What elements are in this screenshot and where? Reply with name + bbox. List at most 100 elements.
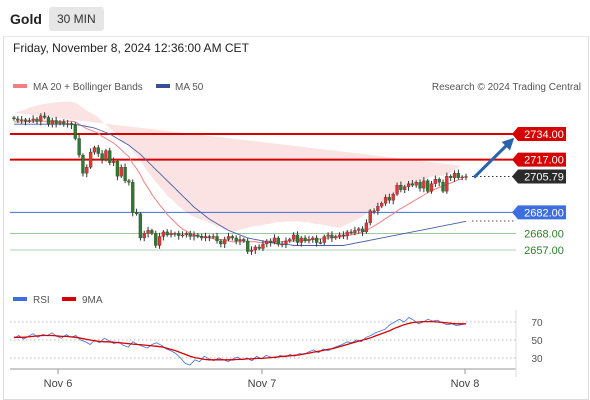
candle-body: [154, 233, 158, 246]
candle-body: [387, 197, 392, 201]
candle-body: [360, 228, 365, 233]
timeframe-button[interactable]: 30 MIN: [49, 7, 104, 31]
candle-body: [307, 239, 311, 242]
candle-body: [31, 118, 35, 121]
candle-body: [280, 243, 284, 246]
candle-body: [445, 176, 449, 192]
candle-body: [246, 240, 250, 252]
x-tick-label: Nov 8: [451, 378, 480, 390]
candle-body: [322, 236, 326, 243]
candle-body: [326, 234, 330, 237]
candle-body: [85, 166, 89, 174]
candle-body: [395, 185, 399, 195]
candle-body: [391, 194, 395, 201]
candle-body: [456, 173, 460, 178]
rsi-legend: RSI 9MA: [13, 295, 103, 306]
candle-body: [96, 147, 100, 154]
candle-body: [399, 185, 403, 190]
candle-body: [380, 203, 384, 207]
projection-arrow: [472, 137, 515, 179]
candle-body: [108, 150, 112, 163]
moving-average-layer: [14, 120, 467, 246]
candle-body: [16, 118, 20, 121]
candle-body: [429, 183, 434, 192]
candle-body: [12, 117, 16, 120]
chart-datetime: Friday, November 8, 2024 12:36:00 AM CET: [13, 41, 249, 55]
candle-body: [238, 239, 242, 242]
candle-body: [426, 180, 430, 192]
x-axis: Nov 6 Nov 7 Nov 8: [44, 369, 480, 390]
level-tag-bg-2717-00: [512, 152, 566, 167]
rsi-tick-30: 30: [531, 354, 543, 365]
candle-body: [318, 242, 323, 244]
candle-body: [150, 230, 154, 234]
candle-body: [50, 120, 54, 125]
level-tag-bg-2682-00: [512, 205, 566, 220]
candle-body: [418, 182, 422, 189]
candle-body: [188, 233, 192, 237]
candle-body: [127, 180, 131, 183]
candle-body: [200, 236, 204, 239]
candle-body: [138, 213, 143, 239]
candle-body: [452, 173, 457, 178]
ma50-legend-label: MA 50: [175, 82, 204, 93]
level-labels-layer: 2734.00 2717.00 2705.79 2682.00 2668.00 2657.…: [512, 127, 566, 257]
candle-body: [100, 153, 104, 160]
x-tick-label: Nov 7: [248, 378, 277, 390]
candle-body: [157, 236, 162, 246]
candle-body: [437, 179, 441, 183]
candle-body: [169, 233, 173, 236]
candle-body: [184, 233, 189, 236]
candle-body: [265, 240, 269, 245]
level-label-2668-00: 2668.00: [524, 228, 564, 240]
candle-body: [177, 233, 181, 236]
candle-body: [203, 236, 208, 239]
candle-body: [192, 234, 196, 237]
candle-body: [261, 243, 265, 249]
candle-body: [42, 115, 47, 118]
level-label-2717-00: 2717.00: [524, 155, 564, 167]
candle-body: [372, 210, 376, 212]
candle-body: [165, 231, 169, 236]
candle-body: [303, 237, 307, 242]
level-label-2734-00: 2734.00: [524, 129, 564, 141]
candle-body: [215, 236, 219, 242]
candle-body: [234, 237, 238, 242]
candle-body: [268, 240, 273, 243]
candle-body: [115, 160, 120, 177]
candle-body: [73, 124, 77, 139]
ma50-line: [14, 123, 467, 246]
candle-body: [226, 236, 231, 240]
candle-body: [81, 154, 85, 174]
candle-body: [334, 236, 338, 239]
candle-body: [464, 176, 468, 178]
candle-body: [23, 119, 28, 122]
candle-body: [410, 183, 415, 186]
candle-body: [345, 231, 349, 236]
top-bar: Gold 30 MIN: [0, 0, 590, 36]
candle-body: [414, 182, 418, 186]
candle-body: [276, 237, 280, 245]
level-tag-bg-2705-79: [512, 169, 566, 184]
candle-body: [134, 212, 139, 214]
candle-body: [284, 240, 288, 245]
candle-body: [58, 121, 62, 124]
candle-body: [88, 151, 93, 168]
credit-text: Research © 2024 Trading Central: [432, 82, 581, 93]
candle-body: [77, 138, 81, 156]
ma9-legend-swatch: [62, 297, 76, 301]
candle-body: [383, 197, 388, 204]
rsi-legend-swatch: [13, 297, 27, 301]
ma20-legend-swatch: [13, 84, 27, 88]
candle-body: [39, 115, 43, 122]
candle-body: [27, 120, 31, 122]
candle-body: [104, 150, 108, 160]
rsi-tick-70: 70: [531, 318, 543, 329]
candle-body: [349, 231, 353, 234]
candle-body: [337, 234, 342, 237]
level-tag-bg-2734-00: [512, 127, 566, 141]
candle-body: [272, 237, 277, 243]
candle-body: [62, 121, 66, 125]
level-label-2705-79: 2705.79: [524, 171, 564, 183]
